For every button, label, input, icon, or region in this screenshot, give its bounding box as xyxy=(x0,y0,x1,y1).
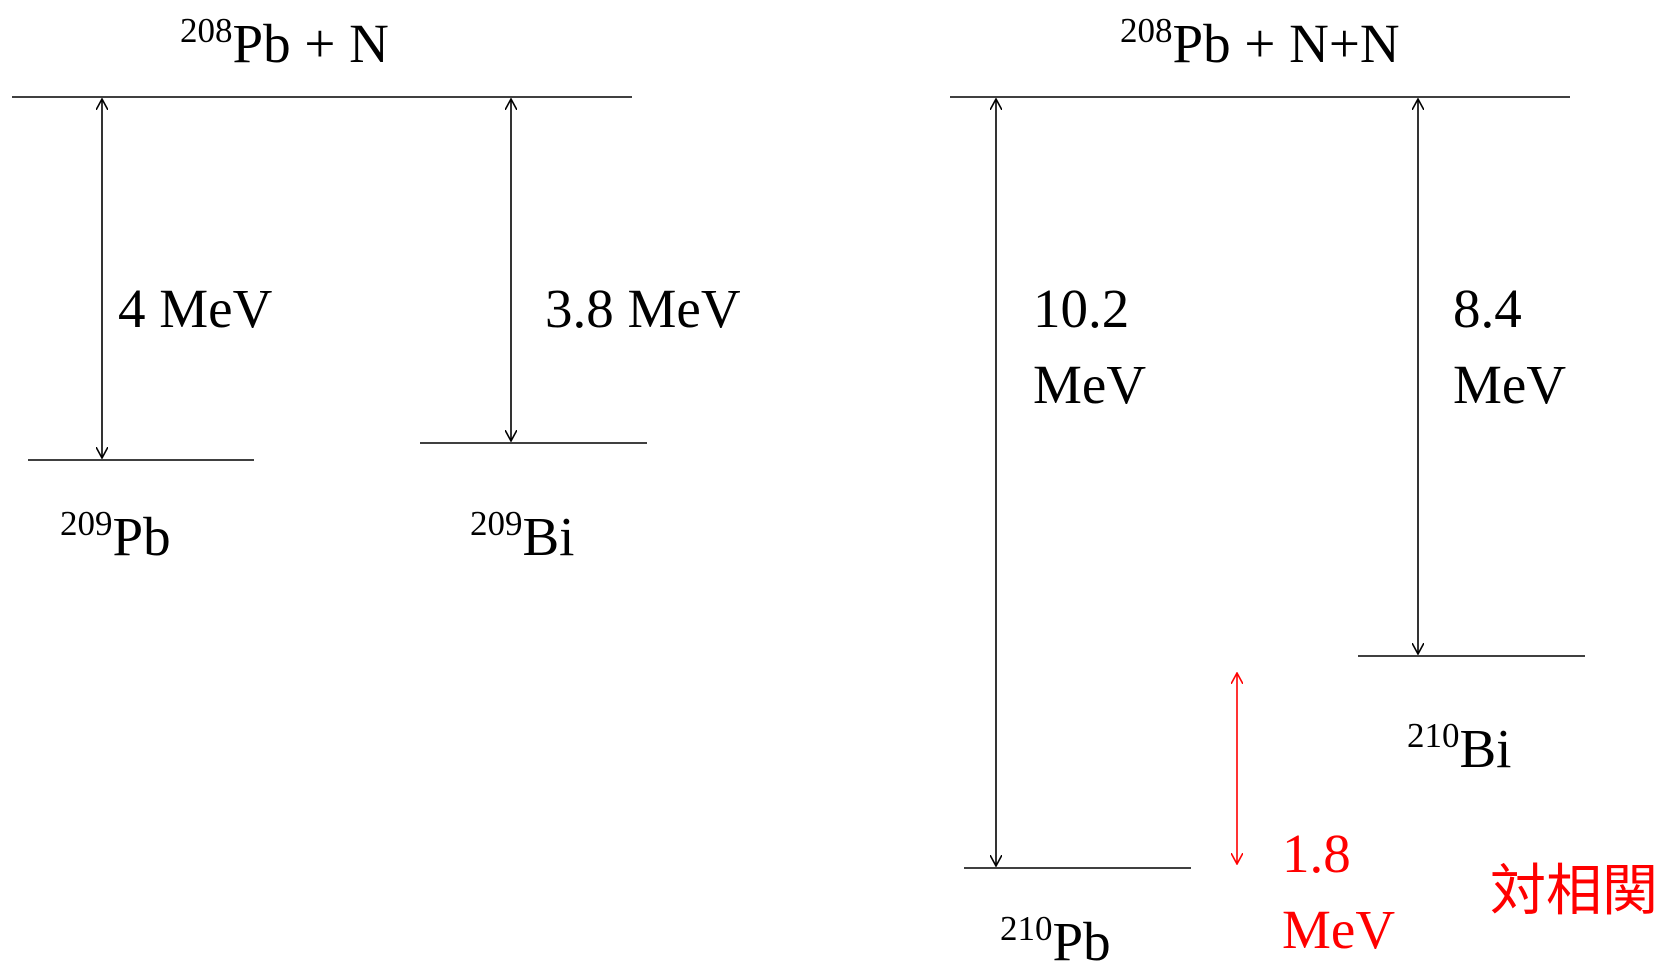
left-diagram: 208Pb + N 4 MeV 209Pb 3.8 MeV 209Bi xyxy=(12,11,741,567)
pb210-label: 210Pb xyxy=(1000,909,1111,965)
right-energy-value-pb210: 10.2 MeV xyxy=(1033,278,1146,415)
bi210-label: 210Bi xyxy=(1407,716,1511,779)
bi209-label: 209Bi xyxy=(470,504,574,567)
pairing-energy-value: 1.8 MeV xyxy=(1282,823,1395,960)
pairing-correlation-label: 対相関 xyxy=(1490,859,1658,924)
right-diagram: 208Pb + N+N 10.2 MeV 210Pb 8.4 MeV 210Bi… xyxy=(950,11,1658,965)
left-energy-value-pb209: 4 MeV xyxy=(118,278,273,339)
left-energy-value-bi209: 3.8 MeV xyxy=(545,278,741,339)
right-energy-value-bi210: 8.4 MeV xyxy=(1453,278,1566,415)
right-top-state-label: 208Pb + N+N xyxy=(1120,11,1400,74)
left-top-state-label: 208Pb + N xyxy=(180,11,389,74)
pb209-label: 209Pb xyxy=(60,504,171,567)
